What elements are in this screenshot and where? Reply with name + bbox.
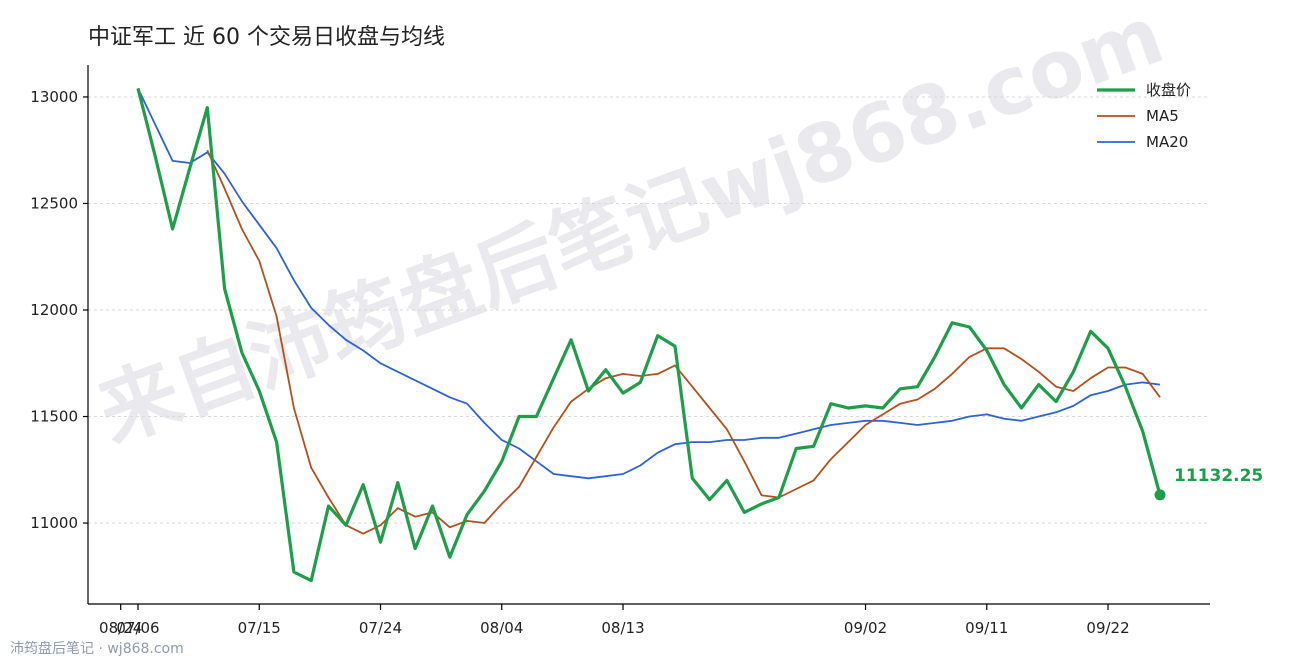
series-lines bbox=[136, 88, 1162, 583]
series-line-ma5 bbox=[206, 149, 1161, 535]
series-line-ma20 bbox=[137, 88, 1161, 480]
x-tick-label: 09/22 bbox=[1086, 619, 1129, 637]
series-line-close bbox=[136, 88, 1162, 583]
last-value-marker: 11132.25 bbox=[1154, 466, 1263, 501]
y-tick-label: 12000 bbox=[30, 301, 78, 319]
y-tick-label: 12500 bbox=[30, 194, 78, 212]
y-tick-label: 11500 bbox=[30, 408, 78, 426]
y-tick-label: 11000 bbox=[30, 514, 78, 532]
x-tick-label: 09/02 bbox=[844, 619, 887, 637]
legend-label: MA20 bbox=[1146, 133, 1188, 151]
last-value-label: 11132.25 bbox=[1174, 466, 1263, 486]
x-tick-label: 08/04 bbox=[480, 619, 523, 637]
legend: 收盘价 MA5 MA20 bbox=[1097, 81, 1191, 151]
y-axis: 11000 11500 12000 12500 13000 bbox=[30, 65, 89, 604]
legend-label: 收盘价 bbox=[1146, 81, 1191, 99]
x-tick-label: 08/24 bbox=[99, 619, 142, 637]
watermark: 来自沛筠盘后笔记wj868.com bbox=[86, 0, 1174, 460]
x-tick-label: 07/06 bbox=[116, 619, 159, 637]
y-tick-label: 13000 bbox=[30, 88, 78, 106]
x-axis: 07/06 07/15 07/24 08/04 08/13 08/24 09/02 09/11… bbox=[88, 603, 1210, 637]
watermark-text: 来自沛筠盘后笔记wj868.com bbox=[86, 0, 1174, 460]
x-tick-label: 07/15 bbox=[238, 619, 281, 637]
x-tick-label: 09/11 bbox=[965, 619, 1008, 637]
footer-source: 沛筠盘后笔记 · wj868.com bbox=[10, 640, 184, 657]
legend-label: MA5 bbox=[1146, 107, 1179, 125]
x-tick-label: 08/13 bbox=[601, 619, 644, 637]
chart-title: 中证军工 近 60 个交易日收盘与均线 bbox=[88, 25, 445, 50]
x-tick-label: 07/24 bbox=[359, 619, 402, 637]
last-point bbox=[1154, 489, 1166, 501]
